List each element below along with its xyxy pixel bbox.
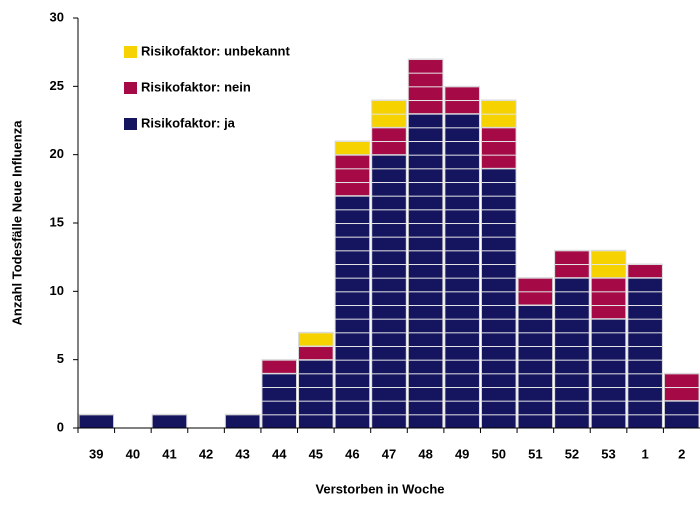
bar-segment bbox=[334, 195, 371, 429]
legend-label: Risikofaktor: unbekannt bbox=[141, 43, 290, 58]
bar-segment bbox=[590, 249, 627, 279]
legend-swatch bbox=[124, 82, 137, 94]
bar-segment bbox=[261, 372, 298, 429]
bar-segment bbox=[224, 413, 261, 429]
x-axis-title: Verstorben in Woche bbox=[315, 481, 444, 496]
bar-segment bbox=[554, 277, 590, 429]
y-tick-label: 0 bbox=[57, 419, 64, 434]
y-tick-label: 30 bbox=[50, 9, 64, 24]
y-tick-label: 10 bbox=[50, 283, 64, 298]
bar-segment bbox=[298, 331, 334, 347]
x-tick-label: 49 bbox=[455, 446, 469, 461]
x-tick-label: 48 bbox=[418, 446, 432, 461]
bar-segment bbox=[627, 263, 663, 279]
bar-segment bbox=[261, 359, 298, 374]
bar-segment bbox=[371, 126, 407, 156]
y-axis-title: Anzahl Todesfälle Neue Influenza bbox=[9, 120, 24, 326]
bar-segment bbox=[334, 154, 371, 197]
x-tick-label: 53 bbox=[601, 446, 615, 461]
bar-segment bbox=[590, 277, 627, 320]
bar-segment bbox=[590, 318, 627, 429]
x-tick-label: 1 bbox=[642, 446, 649, 461]
bar-segment bbox=[78, 413, 115, 429]
x-tick-label: 2 bbox=[678, 446, 685, 461]
y-tick-label: 5 bbox=[57, 351, 64, 366]
legend-swatch bbox=[124, 46, 137, 58]
bar-segment bbox=[480, 167, 517, 429]
x-tick-label: 45 bbox=[309, 446, 323, 461]
x-tick-label: 43 bbox=[235, 446, 249, 461]
legend-label: Risikofaktor: ja bbox=[141, 115, 236, 130]
x-tick-label: 41 bbox=[162, 446, 176, 461]
bar-segment bbox=[371, 154, 407, 429]
bar-segment bbox=[480, 99, 517, 128]
y-tick-label: 15 bbox=[50, 214, 64, 229]
x-tick-label: 40 bbox=[126, 446, 140, 461]
legend-label: Risikofaktor: nein bbox=[141, 79, 251, 94]
x-tick-label: 50 bbox=[492, 446, 506, 461]
bar-segment bbox=[517, 277, 554, 306]
x-tick-label: 42 bbox=[199, 446, 213, 461]
bar-segment bbox=[407, 113, 444, 429]
x-tick-label: 47 bbox=[382, 446, 396, 461]
bar-segment bbox=[371, 99, 407, 128]
bar-segment bbox=[517, 304, 554, 429]
bar-segment bbox=[334, 140, 371, 156]
bar-segment bbox=[444, 113, 480, 429]
bar-segment bbox=[554, 249, 590, 279]
x-tick-label: 51 bbox=[528, 446, 542, 461]
x-tick-label: 46 bbox=[345, 446, 359, 461]
y-tick-label: 25 bbox=[50, 78, 64, 93]
legend-swatch bbox=[124, 118, 137, 130]
bar-segment bbox=[627, 277, 663, 429]
bar-segment bbox=[480, 126, 517, 169]
x-tick-label: 52 bbox=[565, 446, 579, 461]
bar-segment bbox=[444, 85, 480, 115]
y-tick-label: 20 bbox=[50, 146, 64, 161]
x-tick-label: 39 bbox=[89, 446, 103, 461]
bar-segment bbox=[298, 345, 334, 361]
bar-segment bbox=[407, 58, 444, 115]
bar-segment bbox=[663, 400, 700, 429]
bar-segment bbox=[151, 413, 188, 429]
bar-segment bbox=[663, 372, 700, 402]
x-tick-label: 44 bbox=[272, 446, 287, 461]
bar-segment bbox=[298, 359, 334, 429]
